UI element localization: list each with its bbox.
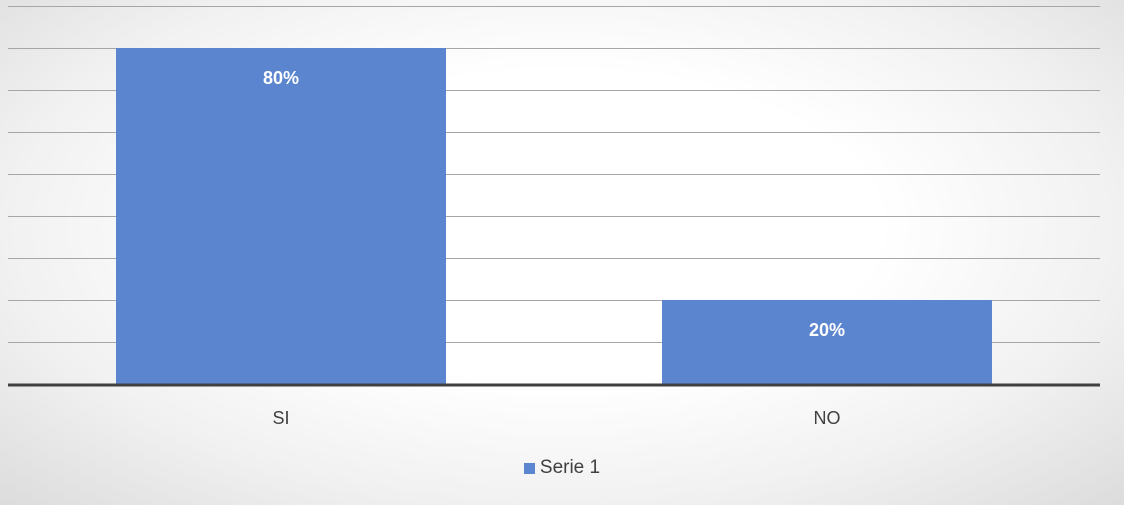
data-label-no: 20% — [809, 320, 845, 340]
legend-label-serie-1: Serie 1 — [539, 457, 601, 478]
bar-no — [662, 300, 992, 384]
x-tick-label-no: NO — [814, 408, 841, 428]
legend-swatch-serie-1 — [523, 462, 535, 474]
legend: Serie 1 — [0, 457, 1124, 479]
data-label-si: 80% — [263, 68, 299, 88]
x-tick-label-si: SI — [272, 408, 289, 428]
bar-si — [116, 48, 446, 384]
